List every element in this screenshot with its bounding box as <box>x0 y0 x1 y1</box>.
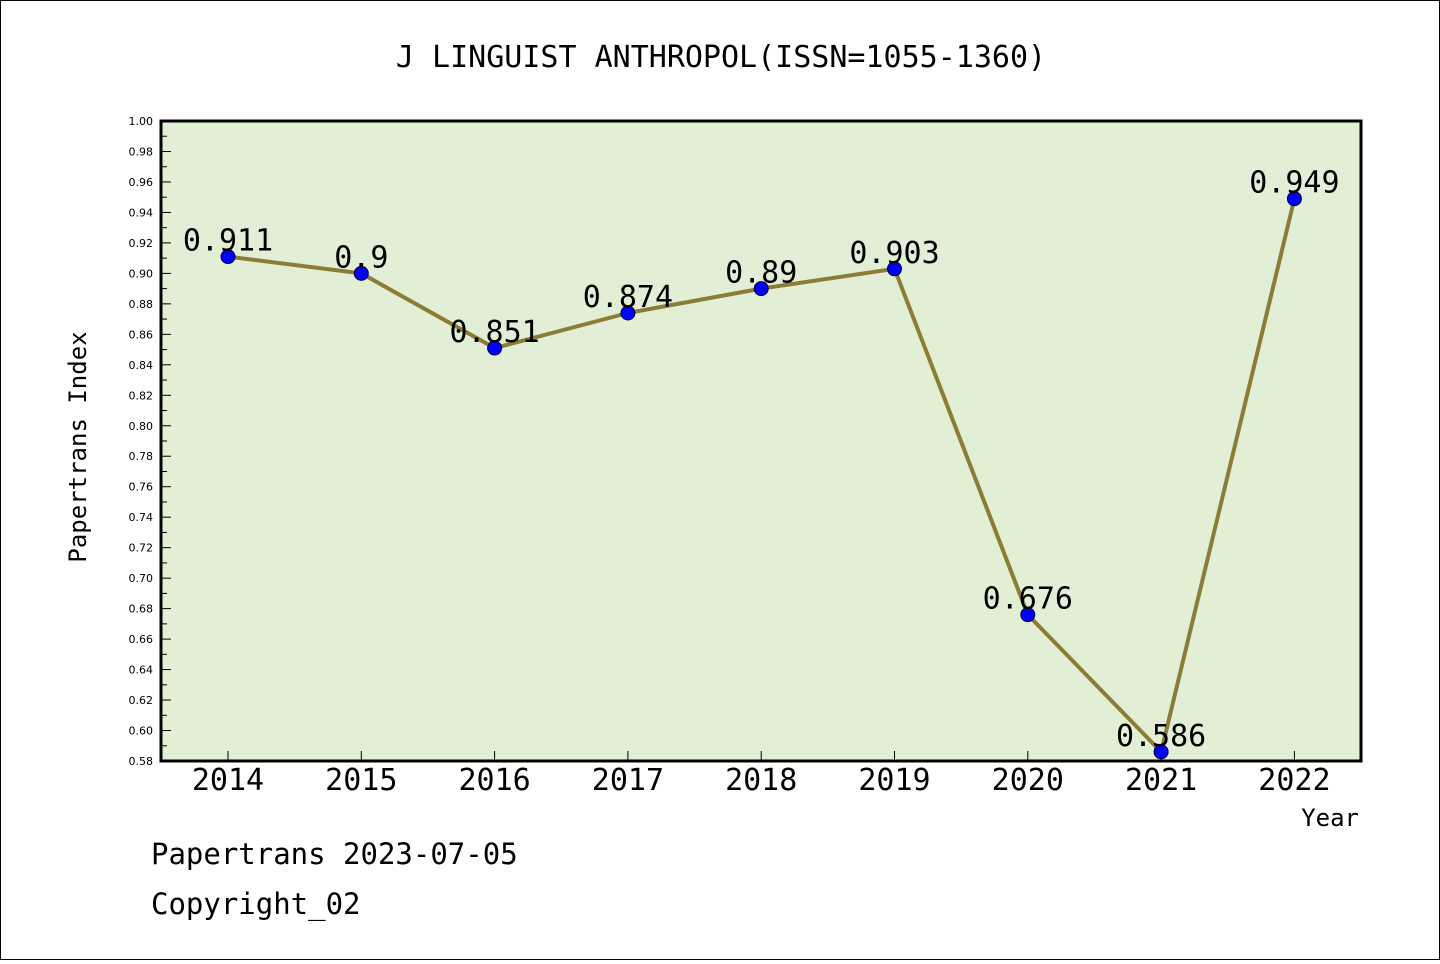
y-tick-label: 0.92 <box>129 237 154 250</box>
y-tick-label: 0.90 <box>129 267 154 280</box>
data-point <box>487 340 503 356</box>
data-label: 0.903 <box>849 236 939 271</box>
y-tick-label: 0.84 <box>129 359 154 372</box>
y-tick-label: 0.96 <box>129 176 154 189</box>
y-tick-label: 0.70 <box>129 572 154 585</box>
x-tick-label: 2022 <box>1258 763 1330 798</box>
x-tick-label: 2015 <box>325 763 397 798</box>
y-tick-label: 0.82 <box>129 389 154 402</box>
footer-date: Papertrans 2023-07-05 <box>151 837 518 871</box>
data-point <box>353 265 369 281</box>
data-label: 0.851 <box>449 315 539 350</box>
y-tick-label: 0.98 <box>129 145 154 158</box>
y-tick-label: 0.86 <box>129 328 154 341</box>
data-point <box>620 305 636 321</box>
x-axis-label: Year <box>1301 804 1359 832</box>
y-tick-label: 0.94 <box>129 206 154 219</box>
x-axis: 2014 2015 2016 2017 2018 2019 2020 2021 2022 <box>192 751 1331 798</box>
x-tick-label: 2021 <box>1125 763 1197 798</box>
data-point <box>753 281 769 297</box>
x-tick-label: 2016 <box>458 763 530 798</box>
y-tick-label: 0.88 <box>129 298 154 311</box>
data-label: 0.9 <box>334 240 388 275</box>
y-tick-label: 0.80 <box>129 420 154 433</box>
y-axis: 0.58 0.60 0.62 0.64 0.66 0.68 0.70 0.72 0.74 0.76… <box>129 115 171 768</box>
y-tick-label: 0.76 <box>129 481 154 494</box>
y-tick-label: 0.62 <box>129 694 154 707</box>
y-tick-label: 0.74 <box>129 511 154 524</box>
data-point <box>220 249 236 265</box>
data-label: 0.911 <box>183 224 273 259</box>
data-labels: 0.911 0.9 0.851 0.874 0.89 0.903 0.676 0.586 0.9… <box>183 166 1340 754</box>
x-tick-label: 2020 <box>992 763 1064 798</box>
y-tick-label: 0.68 <box>129 603 154 616</box>
x-tick-label: 2019 <box>858 763 930 798</box>
y-tick-label: 0.58 <box>129 755 154 768</box>
data-label: 0.676 <box>983 582 1073 617</box>
x-tick-label: 2018 <box>725 763 797 798</box>
x-tick-label: 2017 <box>592 763 664 798</box>
data-point <box>1153 744 1169 760</box>
y-tick-label: 0.78 <box>129 450 154 463</box>
data-label: 0.586 <box>1116 719 1206 754</box>
data-label: 0.89 <box>725 256 797 291</box>
plot-area <box>159 119 1363 763</box>
y-tick-label: 0.64 <box>129 664 154 677</box>
data-series <box>220 191 1302 760</box>
chart-title: J LINGUIST ANTHROPOL(ISSN=1055-1360) <box>396 40 1046 75</box>
y-tick-label: 0.72 <box>129 542 154 555</box>
data-label: 0.949 <box>1249 166 1339 201</box>
data-point <box>1020 607 1036 623</box>
y-tick-label: 1.00 <box>129 115 154 128</box>
data-label: 0.874 <box>583 280 673 315</box>
x-tick-label: 2014 <box>192 763 264 798</box>
y-tick-label: 0.60 <box>129 725 154 738</box>
footer-copyright: Copyright_02 <box>151 887 361 922</box>
data-point <box>887 261 902 277</box>
y-axis-label: Papertrans Index <box>64 331 92 562</box>
data-point <box>1286 191 1302 207</box>
y-tick-label: 0.66 <box>129 633 154 646</box>
